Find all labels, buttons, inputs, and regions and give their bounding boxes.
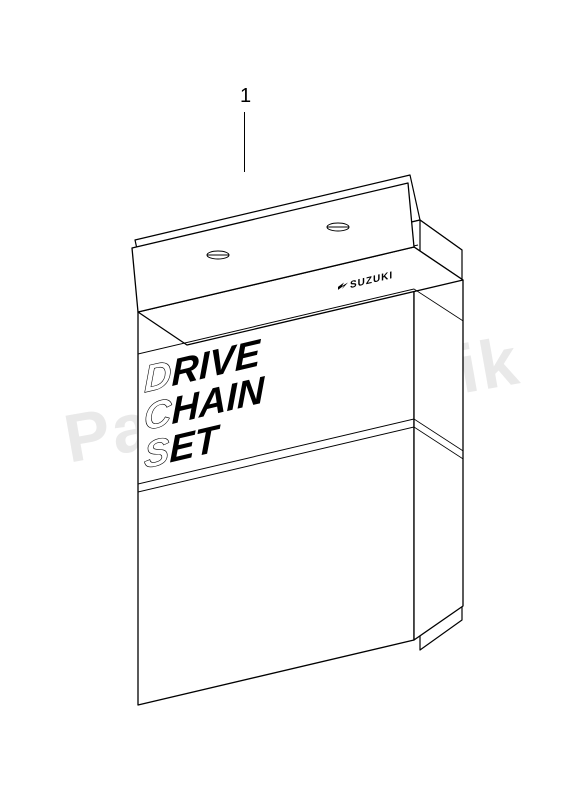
diagram-canvas: Partsrepublik 1: [0, 0, 584, 800]
product-box: SUZUKI DRIVE CHAIN SET: [0, 0, 584, 800]
line3-outline: S: [144, 429, 170, 477]
